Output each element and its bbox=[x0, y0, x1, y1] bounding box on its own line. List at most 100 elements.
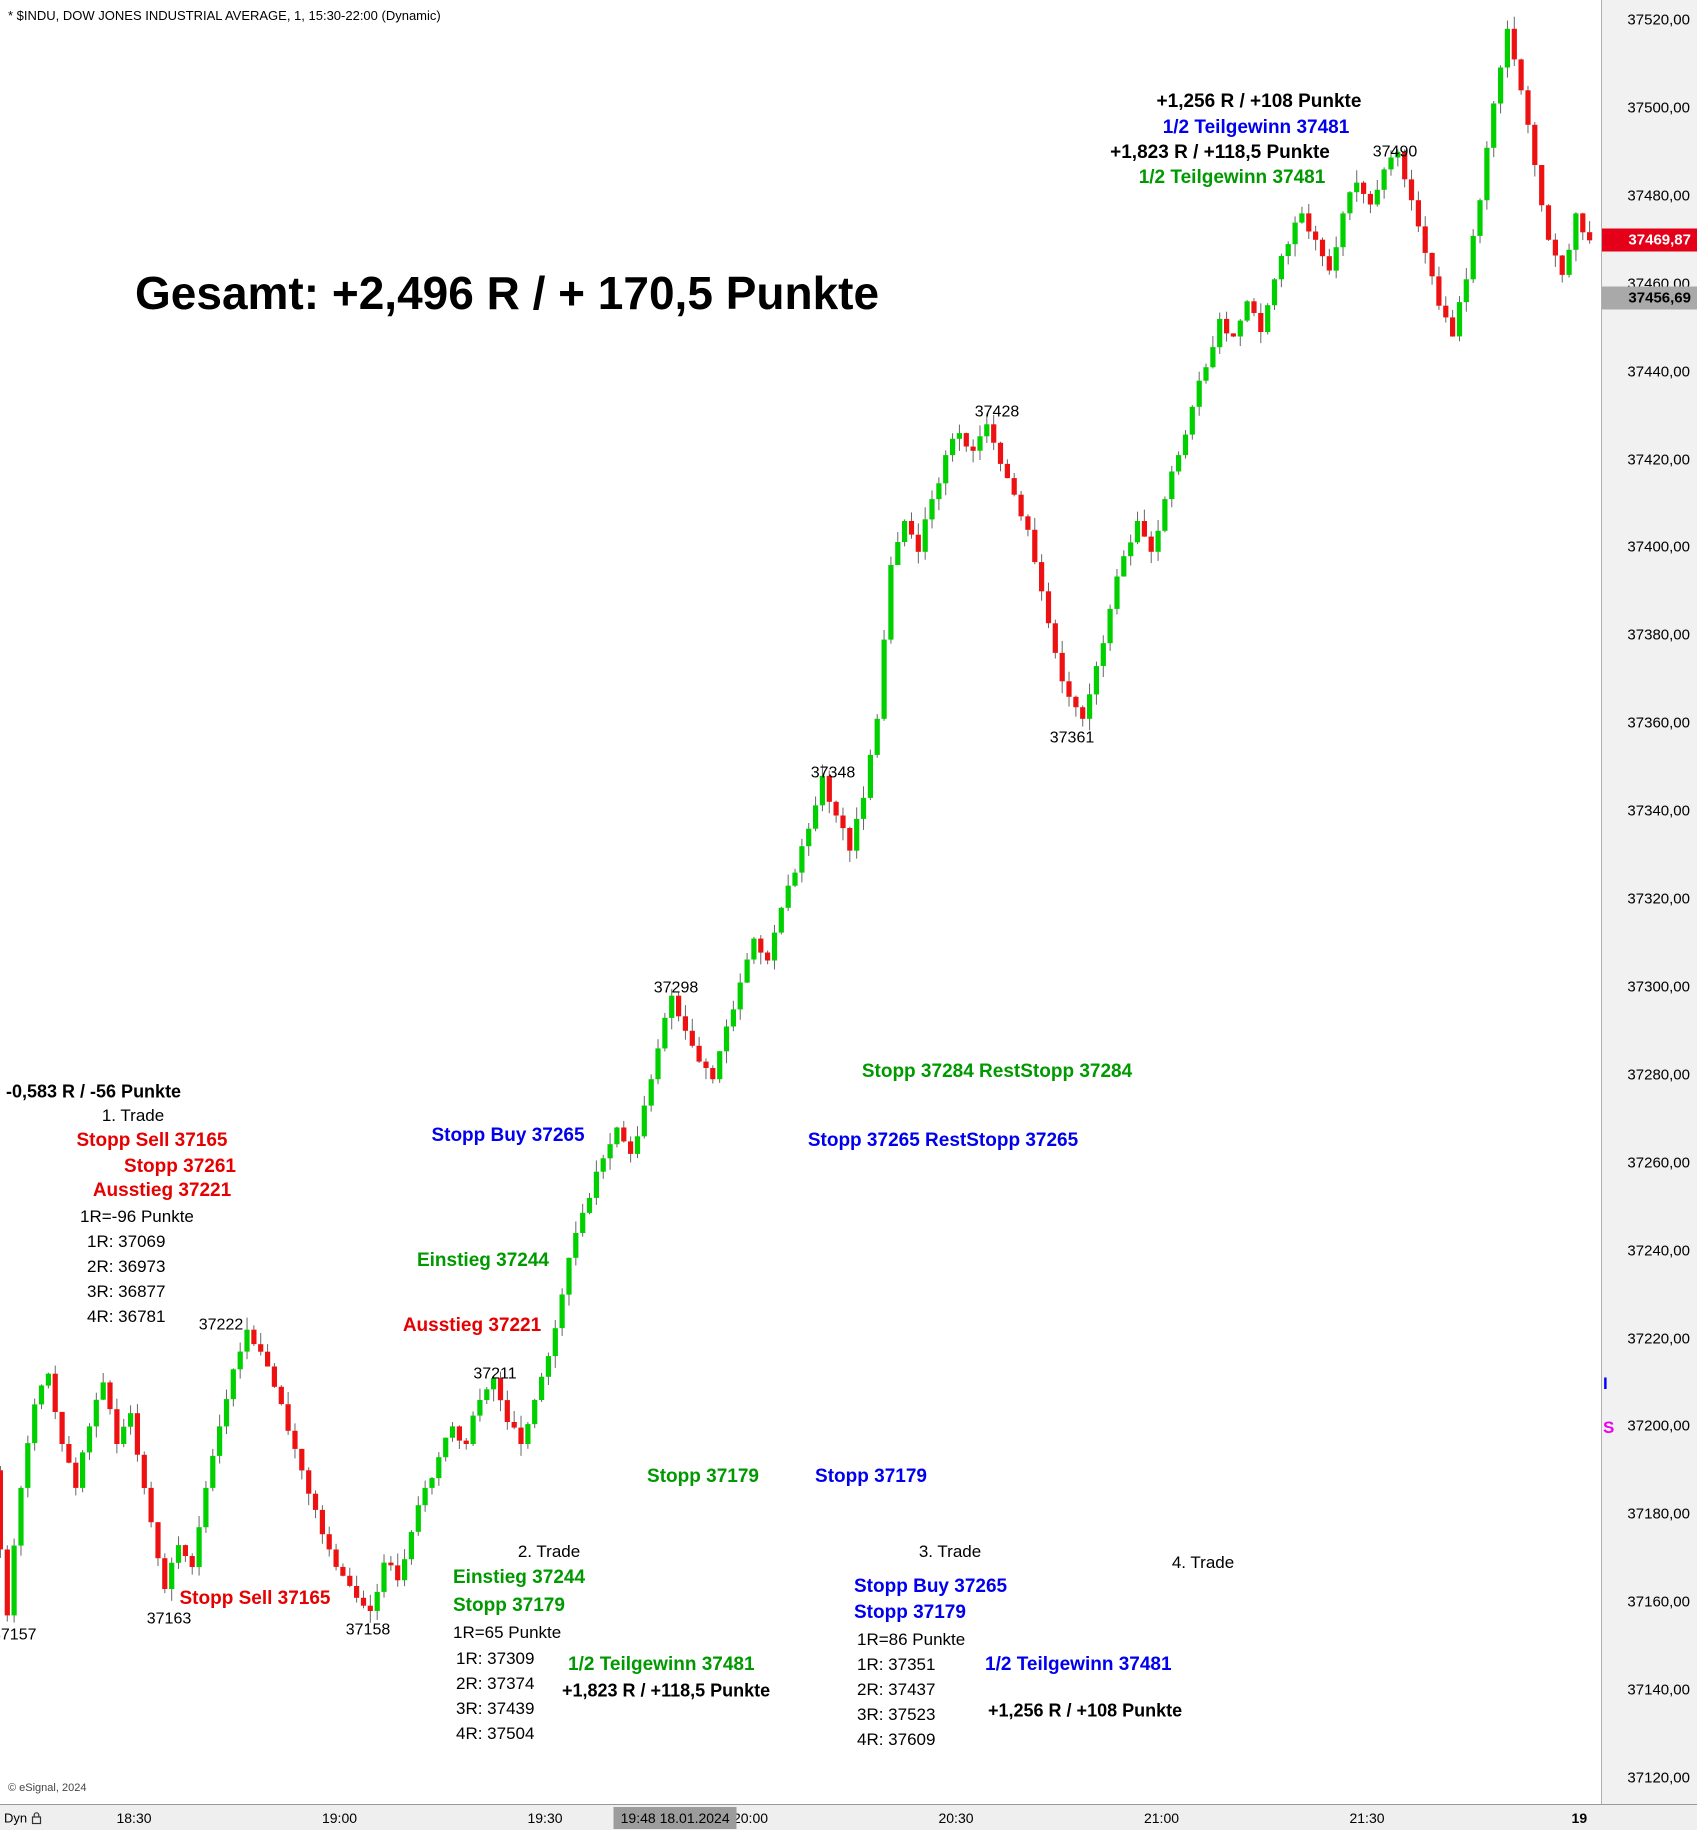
candle-body bbox=[312, 1493, 319, 1510]
candle-body bbox=[682, 1016, 688, 1031]
candle-body bbox=[1456, 302, 1463, 337]
candle-body bbox=[340, 1566, 346, 1576]
candle-body bbox=[1299, 213, 1305, 223]
candle-body bbox=[1408, 179, 1415, 201]
candle-body bbox=[710, 1068, 716, 1080]
candle-body bbox=[1265, 305, 1271, 332]
candle-body bbox=[66, 1444, 72, 1463]
candle-body bbox=[292, 1430, 298, 1449]
candle-body bbox=[751, 938, 757, 960]
candle-body bbox=[1141, 521, 1147, 537]
candle-body bbox=[326, 1534, 332, 1550]
candle-body bbox=[641, 1105, 647, 1137]
candlestick-chart[interactable] bbox=[0, 0, 1601, 1804]
candle-body bbox=[1080, 707, 1086, 719]
candle-body bbox=[162, 1558, 168, 1589]
price-axis-label: 37280,00 bbox=[1627, 1066, 1690, 1084]
candle-body bbox=[669, 995, 675, 1018]
price-axis-label: 37500,00 bbox=[1627, 99, 1690, 117]
candle-body bbox=[963, 433, 969, 447]
candle-body bbox=[32, 1404, 38, 1444]
candle-body bbox=[374, 1591, 380, 1611]
candle-body bbox=[744, 959, 750, 983]
price-axis-label: 37480,00 bbox=[1627, 187, 1690, 205]
chart-plot-area[interactable]: Gesamt: +2,496 R / + 170,5 Punkte +1,256 … bbox=[0, 0, 1601, 1804]
price-axis[interactable]: 37520,00 37500,00 37480,00 37460,00 37440,00… bbox=[1601, 0, 1697, 1804]
candle-body bbox=[676, 995, 682, 1017]
candle-body bbox=[299, 1448, 305, 1471]
candle-body bbox=[86, 1426, 93, 1453]
candle-body bbox=[1217, 318, 1223, 348]
candle-body bbox=[778, 907, 784, 933]
candle-body bbox=[265, 1351, 271, 1367]
candle-body bbox=[155, 1522, 161, 1559]
candle-body bbox=[737, 982, 743, 1010]
price-axis-label: 37240,00 bbox=[1627, 1242, 1690, 1260]
candle-body bbox=[388, 1562, 394, 1566]
candle-body bbox=[278, 1386, 284, 1405]
candle-body bbox=[1039, 562, 1045, 592]
candle-body bbox=[121, 1426, 127, 1444]
candle-body bbox=[1210, 347, 1216, 368]
candle-body bbox=[785, 885, 791, 908]
candle-body bbox=[1525, 90, 1531, 125]
candle-body bbox=[367, 1605, 373, 1611]
candle-body bbox=[45, 1373, 51, 1386]
price-axis-label: 37360,00 bbox=[1627, 714, 1690, 732]
candle-body bbox=[429, 1478, 435, 1488]
price-axis-label: 37160,00 bbox=[1627, 1593, 1690, 1611]
candle-body bbox=[456, 1426, 462, 1441]
candle-body bbox=[175, 1545, 182, 1563]
dyn-mode-label: Dyn bbox=[4, 1810, 28, 1825]
candle-body bbox=[532, 1400, 538, 1425]
price-axis-label: 37400,00 bbox=[1627, 538, 1690, 556]
candle-body bbox=[347, 1575, 353, 1586]
candle-body bbox=[1463, 279, 1469, 303]
candle-body bbox=[833, 801, 839, 816]
candle-body bbox=[1189, 406, 1195, 435]
time-axis-label: 19 bbox=[1571, 1809, 1588, 1826]
candle-body bbox=[463, 1440, 469, 1444]
candle-body bbox=[1552, 239, 1558, 256]
candle-body bbox=[991, 424, 997, 443]
time-axis[interactable]: Dyn 18:30 19:00 19:30 20:00 20:30 21:00 21:30 1… bbox=[0, 1804, 1697, 1830]
candle-body bbox=[230, 1369, 236, 1400]
candle-body bbox=[1573, 213, 1579, 250]
candle-body bbox=[559, 1294, 565, 1329]
candle-body bbox=[1018, 494, 1024, 517]
lock-icon bbox=[32, 1811, 42, 1824]
candle-body bbox=[1128, 542, 1134, 557]
candle-body bbox=[285, 1404, 291, 1431]
candle-body bbox=[1025, 516, 1031, 530]
candle-body bbox=[422, 1487, 428, 1506]
dyn-mode-button[interactable]: Dyn bbox=[4, 1810, 42, 1825]
candle-body bbox=[1306, 213, 1312, 232]
candle-body bbox=[552, 1328, 558, 1357]
candle-body bbox=[525, 1424, 531, 1444]
candle-body bbox=[100, 1382, 106, 1400]
candle-body bbox=[1566, 249, 1572, 275]
candle-body bbox=[813, 805, 819, 829]
candle-body bbox=[929, 499, 935, 520]
candle-body bbox=[840, 815, 846, 829]
candle-body bbox=[470, 1415, 476, 1444]
candle-body bbox=[271, 1366, 277, 1387]
crosshair-time-badge: 19:48 18.01.2024 bbox=[613, 1806, 737, 1829]
candle-body bbox=[1470, 235, 1476, 280]
candle-body bbox=[59, 1411, 65, 1444]
candle-body bbox=[1333, 247, 1339, 271]
candle-body bbox=[1230, 333, 1236, 337]
candle-body bbox=[402, 1559, 408, 1581]
candle-body bbox=[648, 1079, 654, 1106]
candle-body bbox=[518, 1427, 524, 1444]
candle-body bbox=[251, 1329, 257, 1345]
candle-body bbox=[1073, 696, 1079, 708]
candle-body bbox=[1285, 244, 1291, 256]
candle-body bbox=[956, 433, 962, 439]
candle-body bbox=[881, 639, 887, 719]
candle-body bbox=[696, 1045, 702, 1062]
candle-body bbox=[38, 1385, 45, 1405]
candle-body bbox=[600, 1158, 606, 1172]
candle-body bbox=[189, 1556, 195, 1567]
candle-body bbox=[1004, 463, 1010, 479]
